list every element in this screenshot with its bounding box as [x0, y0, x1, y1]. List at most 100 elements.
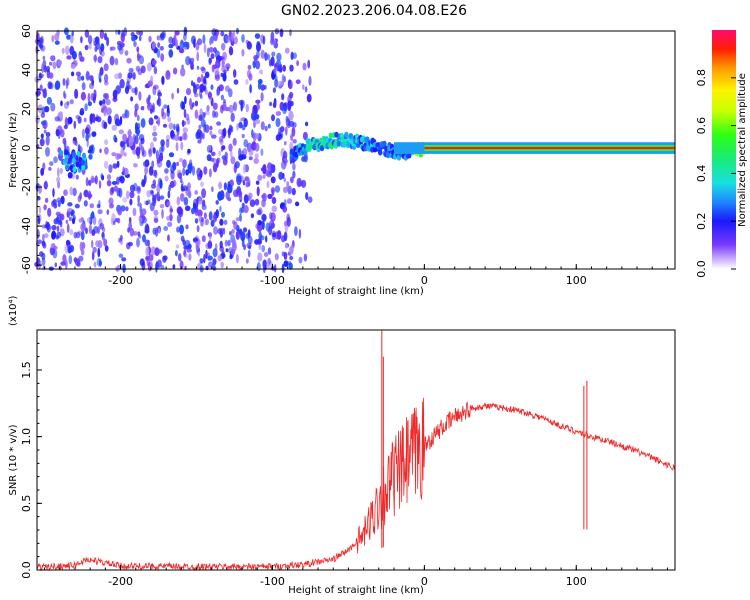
heatmap-cell	[198, 215, 202, 223]
heatmap-cell	[269, 219, 275, 230]
heatmap-cell	[126, 80, 130, 91]
heatmap-cell	[291, 126, 296, 137]
heatmap-cell	[151, 160, 155, 169]
heatmap-cell	[287, 261, 292, 266]
heatmap-cell	[256, 209, 262, 216]
heatmap-cell	[281, 160, 287, 170]
heatmap-cell	[249, 199, 256, 208]
heatmap-cell	[201, 188, 207, 199]
heatmap-cell	[203, 253, 206, 264]
heatmap-cell	[87, 149, 93, 154]
heatmap-cell	[64, 157, 69, 164]
heatmap-cell	[116, 160, 120, 168]
heatmap-cell	[144, 229, 150, 234]
heatmap-cell	[219, 240, 223, 249]
heatmap-cell	[175, 142, 179, 152]
steady-band-core	[424, 146, 675, 150]
heatmap-cell	[93, 89, 97, 99]
heatmap-cell	[56, 231, 62, 239]
heatmap-cell	[283, 141, 287, 146]
heatmap-cell	[284, 47, 290, 54]
heatmap-cell	[216, 86, 221, 96]
heatmap-cell	[199, 258, 204, 264]
heatmap-cell	[44, 87, 47, 97]
heatmap-cell	[72, 137, 77, 142]
heatmap-cell	[100, 173, 104, 179]
heatmap-cell	[166, 216, 171, 221]
heatmap-cell	[180, 39, 184, 44]
heatmap-cell	[176, 161, 180, 167]
heatmap-cell	[188, 253, 192, 261]
heatmap-cell	[269, 212, 273, 220]
heatmap-cell	[94, 46, 98, 53]
heatmap-cell	[151, 41, 156, 50]
heatmap-cell	[79, 192, 82, 200]
heatmap-cell	[289, 91, 294, 99]
heatmap-cell	[54, 83, 60, 90]
heatmap-cell	[150, 141, 154, 150]
heatmap-cell	[203, 43, 207, 54]
heatmap-cell	[201, 199, 206, 207]
heatmap-cell	[71, 157, 76, 164]
snr-ylabel: SNR (10 * v/v)	[8, 424, 19, 495]
heatmap-cell	[159, 179, 163, 189]
heatmap-cell	[43, 233, 49, 239]
heatmap-cell	[180, 100, 185, 110]
heatmap-cell	[159, 204, 165, 209]
heatmap-cell	[139, 205, 143, 214]
heatmap-cell	[66, 223, 70, 233]
heatmap-cell	[45, 135, 50, 146]
heatmap-cell	[134, 103, 139, 111]
heatmap-cell	[38, 206, 42, 214]
heatmap-cell	[106, 180, 112, 187]
heatmap-cell	[191, 57, 195, 63]
heatmap-cell	[202, 76, 207, 85]
heatmap-cell	[140, 118, 146, 128]
heatmap-cell	[173, 123, 176, 131]
heatmap-cell	[99, 148, 102, 153]
heatmap-cell	[267, 162, 273, 171]
heatmap-cell	[133, 41, 137, 47]
heatmap-cell	[46, 65, 50, 73]
heatmap-cell	[185, 56, 191, 66]
heatmap-cell	[160, 265, 165, 270]
heatmap-cell	[172, 161, 177, 171]
heatmap-cell	[57, 60, 62, 66]
heatmap-cell	[208, 57, 213, 64]
heatmap-cell	[122, 133, 127, 142]
heatmap-cell	[59, 213, 65, 221]
heatmap-cell	[114, 113, 120, 124]
heatmap-cell	[44, 197, 49, 203]
heatmap-cell	[138, 35, 142, 42]
heatmap-cell	[78, 218, 83, 223]
heatmap-cell	[87, 92, 91, 103]
heatmap-cell	[242, 164, 246, 174]
heatmap-cell	[161, 208, 164, 219]
heatmap-cell	[274, 78, 279, 88]
heatmap-cell	[171, 92, 174, 100]
heatmap-cell	[176, 126, 180, 136]
heatmap-cell	[157, 196, 161, 202]
heatmap-cell	[255, 180, 260, 185]
heatmap-cell	[195, 131, 201, 140]
heatmap-trace-cell	[334, 131, 339, 138]
heatmap-cell	[159, 195, 165, 200]
heatmap-cell	[88, 179, 92, 186]
heatmap-cell	[106, 36, 110, 47]
heatmap-cell	[196, 197, 199, 208]
heatmap-cell	[211, 28, 217, 36]
heatmap-cell	[217, 191, 223, 201]
heatmap-cell	[60, 129, 65, 138]
heatmap-cell	[75, 161, 80, 168]
heatmap-cell	[261, 245, 266, 253]
heatmap-cell	[175, 250, 178, 257]
heatmap-cell	[38, 43, 44, 49]
heatmap-cell	[84, 44, 89, 51]
heatmap-cell	[157, 42, 161, 48]
heatmap-cell	[178, 48, 185, 54]
heatmap-cell	[175, 39, 178, 49]
heatmap-cell	[255, 60, 261, 70]
heatmap-cell	[278, 171, 284, 180]
heatmap-cell	[132, 231, 138, 236]
heatmap-cell	[245, 79, 249, 85]
